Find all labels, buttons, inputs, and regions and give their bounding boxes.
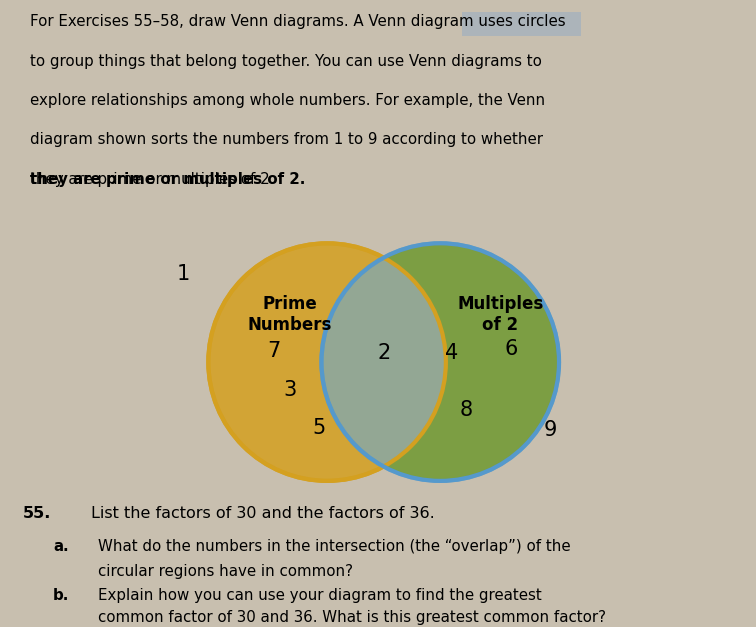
- Text: What do the numbers in the intersection (the “overlap”) of the: What do the numbers in the intersection …: [98, 539, 571, 554]
- Text: diagram shown sorts the numbers from 1 to 9 according to whether: diagram shown sorts the numbers from 1 t…: [30, 132, 544, 147]
- Text: 2: 2: [377, 343, 390, 363]
- Text: List the factors of 30 and the factors of 36.: List the factors of 30 and the factors o…: [91, 505, 435, 520]
- Text: they are prime or multiples of 2.: they are prime or multiples of 2.: [30, 172, 305, 187]
- Text: 7: 7: [268, 341, 280, 361]
- Text: explore relationships among whole numbers. For example, the Venn: explore relationships among whole number…: [30, 93, 545, 108]
- Text: common factor of 30 and 36. What is this greatest common factor?: common factor of 30 and 36. What is this…: [98, 611, 606, 626]
- Text: Prime
Numbers: Prime Numbers: [247, 295, 332, 334]
- Text: 4: 4: [445, 343, 458, 363]
- Text: For Exercises 55–58, draw Venn diagrams. A Venn diagram uses circles: For Exercises 55–58, draw Venn diagrams.…: [30, 14, 565, 29]
- Text: Explain how you can use your diagram to find the greatest: Explain how you can use your diagram to …: [98, 588, 542, 603]
- Circle shape: [321, 243, 559, 481]
- Text: Multiples
of 2: Multiples of 2: [457, 295, 544, 334]
- Text: b.: b.: [53, 588, 70, 603]
- Text: 1: 1: [177, 264, 190, 284]
- Text: circular regions have in common?: circular regions have in common?: [98, 564, 353, 579]
- Text: 9: 9: [544, 420, 556, 440]
- Polygon shape: [383, 243, 559, 481]
- Text: 6: 6: [505, 339, 518, 359]
- Text: 5: 5: [312, 418, 326, 438]
- Circle shape: [209, 243, 446, 481]
- Text: to group things that belong together. You can use Venn diagrams to: to group things that belong together. Yo…: [30, 54, 542, 68]
- Text: they are prime or multiples of 2.: they are prime or multiples of 2.: [30, 172, 274, 187]
- Text: 3: 3: [284, 381, 296, 401]
- Text: 8: 8: [460, 399, 472, 419]
- FancyBboxPatch shape: [462, 12, 581, 36]
- Text: 55.: 55.: [23, 505, 51, 520]
- Text: a.: a.: [53, 539, 69, 554]
